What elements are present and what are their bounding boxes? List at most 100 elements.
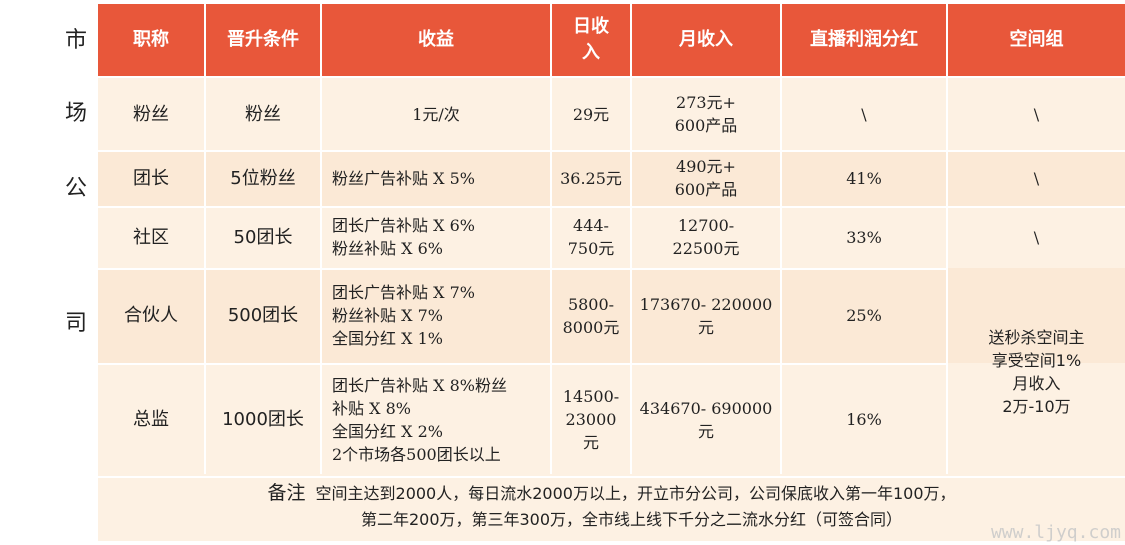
cell-text: 全国分红 X 1% (332, 329, 443, 348)
cell-text: 273元+ (676, 93, 736, 112)
cell-monthly: 490元+ 600产品 (632, 150, 780, 206)
cell-text: 月收入 (1012, 374, 1061, 393)
cell-condition: 1000团长 (222, 409, 304, 430)
cell-dividend: 41% (846, 168, 882, 188)
footnote-text: 空间主达到2000人，每日流水2000万以上，开立市分公司，公司保底收入第一年1… (315, 484, 956, 503)
grid-line (98, 476, 1125, 478)
cell-dividend: 33% (846, 227, 882, 247)
cell-space-merged: 送秒杀空间主 享受空间1% 月收入 2万-10万 (948, 268, 1125, 476)
cell-text: 团长广告补贴 X 6% (332, 216, 475, 235)
header-daily: 日收入 (552, 4, 630, 76)
cell-text: 750元 (567, 239, 615, 258)
cell-text: 送秒杀空间主 (988, 328, 1085, 347)
cell-text: 36.25元 (560, 168, 622, 188)
cell-income: 团长广告补贴 X 6% 粉丝补贴 X 6% (322, 206, 550, 268)
cell-space: \ (1033, 168, 1040, 188)
side-label-market-company: 市 场 公 司 (55, 0, 95, 545)
cell-monthly: 273元+ 600产品 (632, 78, 780, 150)
header-condition: 晋升条件 (206, 4, 320, 76)
cell-text: 5800- (567, 294, 615, 314)
cell-text: 元 (582, 433, 599, 452)
cell-space: \ (1033, 227, 1040, 247)
cell-text: 444- (573, 216, 609, 235)
cell-monthly: 12700- 22500元 (632, 206, 780, 268)
cell-text: 补贴 X 8% (332, 398, 411, 418)
grid-line (780, 4, 782, 474)
cell-daily: 36.25元 (552, 150, 630, 206)
cell-text: 团长广告补贴 X 8%粉丝 (332, 375, 507, 395)
row-bg (98, 78, 1125, 150)
cell-condition: 50团长 (233, 226, 293, 248)
grid-line (946, 4, 948, 474)
footnote-label: 备注 (267, 482, 306, 504)
header-space: 空间组 (948, 4, 1125, 76)
header-income: 收益 (322, 4, 550, 76)
cell-text: 600产品 (674, 180, 738, 199)
side-char: 场 (65, 101, 88, 126)
header-title: 职称 (98, 4, 204, 76)
cell-space: \ (1033, 104, 1040, 124)
cell-monthly: 434670- 690000 元 (632, 363, 780, 476)
cell-daily: 14500- 23000 元 (552, 363, 630, 476)
header-monthly: 月收入 (632, 4, 780, 76)
cell-text: 全国分红 X 2% (332, 421, 443, 441)
cell-text: 8000元 (562, 317, 620, 337)
side-char: 司 (65, 311, 88, 336)
grid-line (98, 268, 946, 270)
cell-dividend: 16% (846, 410, 882, 429)
cell-text: 14500- (562, 387, 620, 406)
footnote: 备注 空间主达到2000人，每日流水2000万以上，开立市分公司，公司保底收入第一… (98, 480, 1125, 540)
cell-daily: 5800- 8000元 (552, 268, 630, 363)
cell-title: 总监 (133, 409, 169, 430)
side-char: 公 (65, 176, 88, 201)
cell-text: 2万-10万 (1002, 397, 1071, 416)
grid-line (98, 363, 946, 365)
cell-dividend: \ (861, 104, 867, 124)
cell-income: 团长广告补贴 X 8%粉丝 补贴 X 8% 全国分红 X 2% 2个市场各500团长以… (322, 363, 552, 476)
footnote-line-1: 备注 空间主达到2000人，每日流水2000万以上，开立市分公司，公司保底收入第一… (98, 480, 1125, 507)
watermark: www.ljyq.com (990, 522, 1121, 543)
cell-daily: 29元 (552, 78, 630, 150)
cell-text: 173670- 220000 (639, 294, 773, 314)
cell-dividend: 25% (846, 306, 882, 325)
row-bg (98, 268, 1125, 363)
cell-text: 434670- 690000 (639, 398, 773, 418)
cell-text: 元 (697, 421, 714, 441)
header-dividend: 直播利润分红 (782, 4, 946, 76)
rank-income-table: 职称 晋升条件 收益 日收入 月收入 直播利润分红 空间组 粉丝 粉丝 1元/次… (98, 4, 1125, 541)
grid-line (98, 76, 1125, 78)
cell-text: 23000 (565, 410, 617, 429)
cell-text: 享受空间1% (991, 351, 1082, 370)
cell-monthly: 173670- 220000 元 (632, 268, 780, 363)
cell-text: 1元/次 (412, 104, 460, 124)
cell-daily: 444- 750元 (552, 206, 630, 268)
cell-text: 粉丝补贴 X 6% (332, 239, 443, 258)
cell-text: 600产品 (674, 116, 738, 135)
cell-title: 团长 (133, 167, 169, 189)
cell-title: 粉丝 (133, 103, 169, 125)
row-bg (98, 206, 1125, 268)
cell-condition: 5位粉丝 (230, 167, 296, 189)
cell-text: 元 (697, 317, 714, 337)
grid-line (320, 4, 322, 474)
side-char: 市 (65, 28, 88, 53)
cell-income: 粉丝广告补贴 X 5% (322, 150, 550, 206)
cell-text: 2个市场各500团长以上 (332, 444, 501, 464)
cell-condition: 粉丝 (245, 103, 281, 125)
row-bg (98, 150, 1125, 206)
cell-condition: 500团长 (227, 305, 299, 326)
footnote-line-2: 第二年200万，第三年300万，全市线上线下千分之二流水分红（可签合同） (360, 510, 903, 529)
cell-title: 合伙人 (124, 305, 178, 326)
cell-text: 团长广告补贴 X 7% (332, 283, 475, 302)
cell-text: 29元 (572, 104, 610, 124)
grid-line (98, 206, 1125, 208)
row-bg (98, 363, 1125, 476)
cell-text: 22500元 (672, 239, 740, 258)
cell-title: 社区 (133, 226, 169, 248)
cell-text: 粉丝补贴 X 7% (332, 306, 443, 325)
cell-income: 团长广告补贴 X 7% 粉丝补贴 X 7% 全国分红 X 1% (322, 268, 550, 363)
cell-text: 粉丝广告补贴 X 5% (332, 168, 475, 188)
grid-line (204, 4, 206, 474)
cell-income: 1元/次 (322, 78, 550, 150)
grid-line (630, 4, 632, 474)
